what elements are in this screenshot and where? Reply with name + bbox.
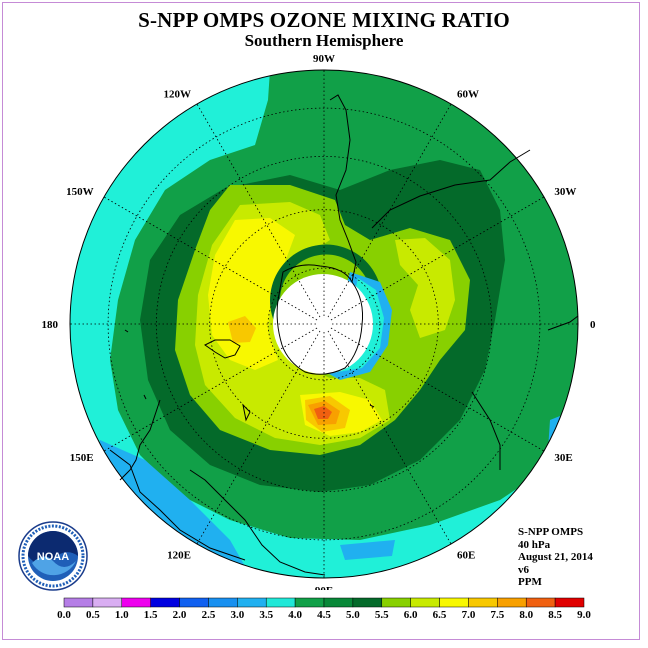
longitude-label: 180	[42, 319, 59, 331]
longitude-label: 150E	[70, 452, 94, 464]
latitude-circle	[267, 267, 381, 381]
colorbar-swatch	[468, 597, 498, 608]
longitude-labels: 90W 60W 30W 0 30E 60E 90E 120E 150E 180 150W 120W	[42, 53, 597, 590]
coastline	[204, 339, 241, 359]
longitude-label: 30E	[554, 452, 572, 464]
contour-7.5-8.0	[314, 406, 332, 419]
figure-border	[2, 2, 640, 640]
colorbar-label: 0.5	[86, 609, 100, 621]
coastline	[369, 404, 375, 408]
meridian-line	[103, 196, 318, 321]
noaa-logo: NOAA	[18, 521, 88, 596]
colorbar-swatch	[121, 597, 151, 608]
colorbar-swatch	[439, 597, 469, 608]
info-pressure: 40 hPa	[518, 538, 551, 551]
colorbar-label: 2.0	[173, 609, 187, 621]
meridian-line	[196, 103, 321, 318]
colorbar-swatch	[294, 597, 325, 608]
meridian-line	[327, 103, 452, 318]
longitude-label: 150W	[66, 186, 94, 198]
coastline	[119, 399, 161, 481]
coastlines	[109, 94, 579, 576]
info-date: August 21, 2014	[518, 551, 593, 563]
colorbar-swatch	[237, 597, 267, 608]
colorbar-swatch	[179, 597, 209, 608]
coastline	[276, 264, 363, 375]
latitude-circle	[209, 209, 439, 439]
coastline	[329, 94, 357, 283]
colorbar-label: 5.0	[346, 609, 360, 621]
colorbar-swatch	[150, 597, 180, 608]
colorbar-label: 4.5	[317, 609, 331, 621]
meridian-line	[327, 330, 452, 545]
colorbar-swatch	[265, 597, 296, 608]
contour-3.0-3.5	[90, 400, 578, 578]
info-version: v6	[518, 563, 529, 576]
colorbar-label: 6.0	[404, 609, 418, 621]
longitude-label: 90W	[313, 53, 335, 65]
colorbar-label: 0.0	[57, 609, 71, 621]
coastline	[371, 149, 531, 229]
info-units: PPM	[518, 576, 542, 588]
contour-6.0-6.5	[208, 218, 382, 436]
longitude-label: 120E	[167, 549, 191, 561]
noaa-logo-text: NOAA	[37, 551, 69, 563]
longitude-label: 60W	[457, 89, 479, 101]
polar-map: 90W 60W 30W 0 30E 60E 90E 120E 150E 180 150W 120W	[42, 53, 597, 590]
colorbar-swatch	[525, 597, 556, 608]
longitude-label: 0	[590, 319, 596, 331]
coastline	[189, 469, 326, 576]
colorbar-label: 1.0	[115, 609, 129, 621]
main-title: S-NPP OMPS OZONE MIXING RATIO	[138, 8, 510, 32]
latitude-circle	[107, 107, 541, 541]
lat-lon-grid	[70, 70, 578, 578]
colorbar-label: 8.5	[548, 609, 562, 621]
colorbar-label: 7.0	[462, 609, 476, 621]
colorbar-swatch	[63, 597, 94, 608]
colorbar-swatch	[352, 597, 383, 608]
colorbar-label: 4.0	[288, 609, 302, 621]
colorbar-swatch	[381, 597, 411, 608]
longitude-label: 30W	[554, 186, 576, 198]
meridian-line	[330, 327, 545, 452]
colorbar-label: 3.0	[230, 609, 244, 621]
colorbar-swatch	[208, 597, 238, 608]
polar-missing-data	[273, 274, 373, 374]
colorbar-label: 9.0	[577, 609, 591, 621]
meridian-line	[103, 327, 318, 452]
colorbar-label: 5.5	[375, 609, 389, 621]
colorbar-label: 8.0	[519, 609, 533, 621]
colorbar-label: 6.5	[433, 609, 447, 621]
coastline	[547, 315, 579, 331]
colorbar-swatch	[92, 597, 123, 608]
subtitle: Southern Hemisphere	[244, 31, 404, 50]
colorbar-label: 7.5	[490, 609, 504, 621]
meridian-line	[330, 196, 545, 321]
colorbar-swatch	[323, 597, 354, 608]
colorbar-labels: 0.0 0.5 1.0 1.5 2.0 2.5 3.0 3.5 4.0 4.5 5.0 5.5 6.0 6…	[57, 609, 591, 621]
coastline	[471, 391, 501, 470]
colorbar-swatch	[410, 597, 440, 608]
info-instrument: S-NPP OMPS	[518, 526, 584, 538]
colorbar-swatch	[554, 597, 585, 608]
colorbar: 0.0 0.5 1.0 1.5 2.0 2.5 3.0 3.5 4.0 4.5 5.0 5.5 6.0 6…	[57, 597, 591, 621]
longitude-label: 60E	[457, 549, 475, 561]
colorbar-swatches	[63, 597, 585, 608]
longitude-label: 90E	[315, 585, 333, 590]
colorbar-label: 3.5	[259, 609, 273, 621]
noaa-emblem: NOAA	[18, 521, 88, 591]
colorbar-swatch	[497, 597, 527, 608]
info-block: S-NPP OMPS 40 hPa August 21, 2014 v6 PPM	[518, 526, 593, 589]
colorbar-label: 2.5	[202, 609, 216, 621]
coastline	[143, 394, 147, 400]
map-boundary	[69, 69, 579, 579]
coastline	[109, 449, 246, 561]
latitude-circle	[155, 155, 493, 493]
longitude-label: 120W	[164, 89, 192, 101]
coastline	[124, 329, 129, 333]
meridian-line	[196, 330, 321, 545]
colorbar-label: 1.5	[144, 609, 158, 621]
